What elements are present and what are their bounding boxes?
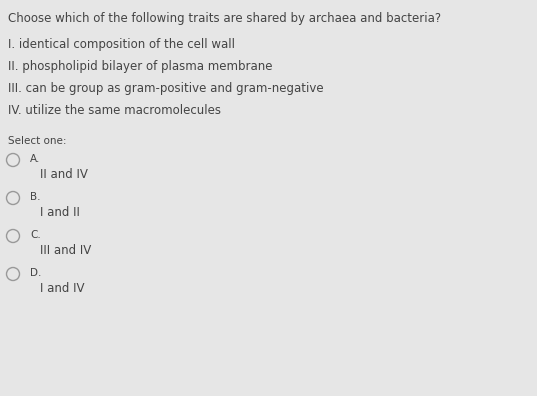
Text: A.: A. — [30, 154, 40, 164]
Text: II and IV: II and IV — [40, 168, 88, 181]
Text: C.: C. — [30, 230, 41, 240]
Text: B.: B. — [30, 192, 40, 202]
Ellipse shape — [6, 268, 19, 280]
Text: IV. utilize the same macromolecules: IV. utilize the same macromolecules — [8, 104, 221, 117]
Text: II. phospholipid bilayer of plasma membrane: II. phospholipid bilayer of plasma membr… — [8, 60, 272, 73]
Text: III and IV: III and IV — [40, 244, 91, 257]
Ellipse shape — [6, 192, 19, 204]
Text: Choose which of the following traits are shared by archaea and bacteria?: Choose which of the following traits are… — [8, 12, 441, 25]
Ellipse shape — [6, 154, 19, 166]
Text: III. can be group as gram-positive and gram-negative: III. can be group as gram-positive and g… — [8, 82, 324, 95]
Text: D.: D. — [30, 268, 41, 278]
Text: I and IV: I and IV — [40, 282, 84, 295]
Text: Select one:: Select one: — [8, 136, 67, 146]
Text: I and II: I and II — [40, 206, 80, 219]
Ellipse shape — [6, 230, 19, 242]
Text: I. identical composition of the cell wall: I. identical composition of the cell wal… — [8, 38, 235, 51]
